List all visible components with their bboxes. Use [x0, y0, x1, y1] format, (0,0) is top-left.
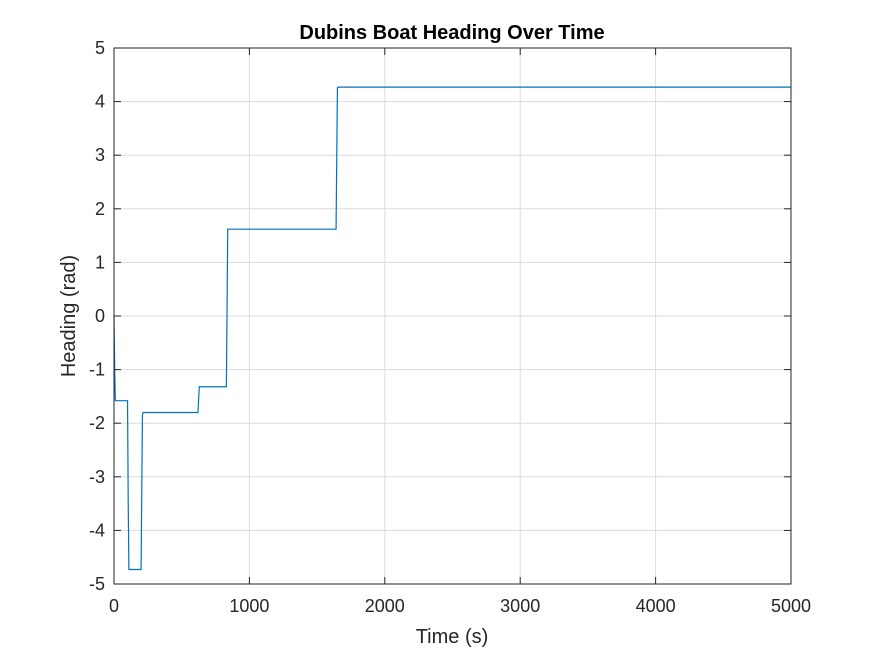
y-tick-label: -1 — [89, 360, 105, 380]
y-axis-label: Heading (rad) — [58, 255, 80, 377]
y-tick-label: 4 — [95, 92, 105, 112]
chart-title: Dubins Boat Heading Over Time — [299, 22, 604, 44]
ticks: 0 1000 2000 3000 4000 5000 -5 -4 -3 -2 -1 0 1 2 3 4 5 — [89, 38, 811, 616]
y-tick-label: 2 — [95, 199, 105, 219]
y-tick-label: -2 — [89, 413, 105, 433]
x-tick-label: 1000 — [229, 596, 269, 616]
y-tick-label: 5 — [95, 38, 105, 58]
y-tick-label: -4 — [89, 520, 105, 540]
x-tick-label: 5000 — [771, 596, 811, 616]
x-tick-label: 2000 — [365, 596, 405, 616]
grid — [113, 47, 792, 585]
y-tick-label: 1 — [95, 252, 105, 272]
x-axis-label: Time (s) — [416, 626, 489, 648]
y-tick-label: 0 — [95, 306, 105, 326]
series-layer — [113, 86, 791, 571]
heading-series-line — [113, 86, 791, 571]
x-tick-label: 4000 — [636, 596, 676, 616]
y-tick-label: 3 — [95, 145, 105, 165]
x-tick-label: 0 — [109, 596, 119, 616]
x-tick-label: 3000 — [500, 596, 540, 616]
y-tick-label: -5 — [89, 574, 105, 594]
y-tick-label: -3 — [89, 467, 105, 487]
